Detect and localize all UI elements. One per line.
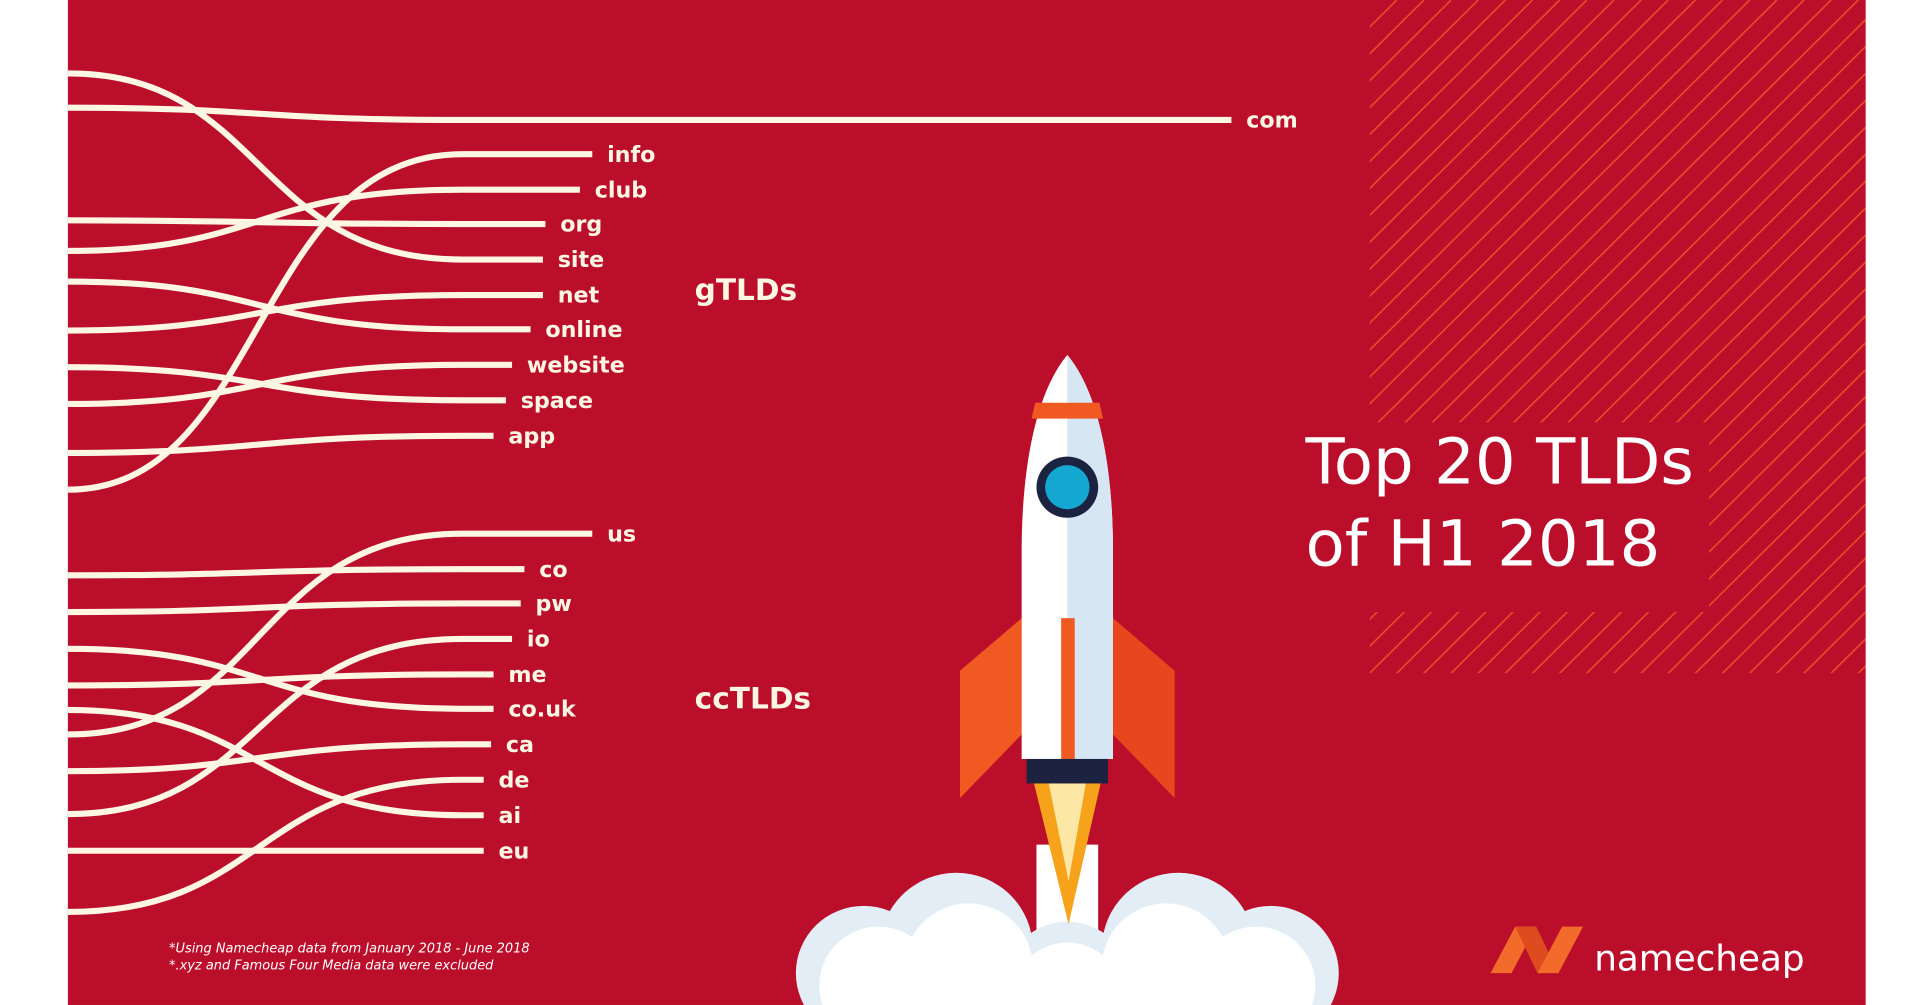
tld-line	[67, 364, 506, 404]
tld-label: net	[558, 283, 600, 309]
stripe	[1551, 0, 1866, 674]
stripe	[1369, 0, 1615, 674]
stripe	[1524, 0, 1866, 674]
stripe	[1605, 0, 1866, 674]
tld-label: info	[607, 142, 655, 168]
stripe	[1369, 0, 1696, 674]
tld-label: co.uk	[508, 697, 577, 723]
tld-line	[67, 645, 494, 712]
stripe	[1905, 0, 1920, 734]
tld-label: io	[527, 627, 550, 653]
tld-label: space	[521, 388, 593, 414]
tld-lines: com info club org site net online website space a…	[67, 70, 1298, 916]
stripe	[1369, 0, 1669, 674]
stripe	[1415, 0, 1866, 674]
tld-label: online	[545, 317, 622, 343]
tld-line	[67, 776, 484, 916]
stripe	[1470, 0, 1866, 674]
tld-line	[67, 530, 593, 738]
group-label: ccTLDs	[695, 682, 811, 716]
panel	[67, 0, 1866, 1005]
tld-line	[67, 635, 513, 818]
stripe	[1369, 0, 1866, 674]
tld-line	[67, 741, 492, 775]
tld-label: app	[508, 424, 555, 450]
stripe	[1369, 0, 1778, 674]
stripe	[1687, 0, 1866, 674]
tld-label: org	[560, 212, 602, 238]
tld-label: us	[607, 521, 636, 547]
group-label: gTLDs	[695, 273, 797, 307]
tld-line	[67, 706, 484, 819]
stripe	[1578, 0, 1866, 674]
tld-label: co	[539, 557, 567, 583]
footnote: *.xyz and Famous Four Media data were ex…	[169, 959, 494, 974]
stripe	[1369, 0, 1588, 674]
stripe	[1443, 0, 1866, 674]
stripe	[1369, 0, 1506, 674]
tld-line	[67, 278, 531, 333]
tld-label: me	[508, 662, 546, 688]
stripe	[1369, 0, 1751, 674]
tld-line	[67, 566, 525, 579]
tld-label: ai	[498, 803, 521, 829]
tld-line	[67, 600, 521, 616]
tld-label: com	[1246, 108, 1298, 134]
stripe	[1369, 0, 1866, 674]
stripe	[1369, 0, 1724, 674]
stripe	[1369, 0, 1859, 674]
stripe	[1388, 0, 1866, 674]
tld-line	[67, 291, 543, 334]
stripe	[1369, 0, 1832, 674]
tld-line	[67, 432, 494, 456]
tld-label: website	[527, 353, 625, 379]
stripe	[1369, 0, 1866, 674]
stripe	[1369, 0, 1866, 674]
stripe	[1369, 0, 1642, 674]
title-line: of H1 2018	[1305, 508, 1660, 582]
stripe	[1369, 0, 1561, 674]
stripe	[1369, 0, 1534, 674]
brand-name: namecheap	[1594, 939, 1804, 980]
title-line: Top 20 TLDs	[1304, 426, 1693, 500]
tld-label: ca	[506, 732, 534, 758]
stripe	[1369, 0, 1866, 674]
tld-line	[67, 70, 543, 263]
stripes	[1369, 0, 1920, 734]
stripe	[1714, 0, 1866, 674]
tld-label: club	[595, 178, 647, 204]
tld-label: eu	[498, 839, 529, 865]
rocket	[795, 354, 1339, 1005]
stripe	[1369, 0, 1866, 674]
tld-label: de	[498, 768, 529, 794]
stripe	[1369, 0, 1805, 674]
tld-label: site	[558, 247, 604, 273]
tld-line	[67, 104, 1232, 124]
stage: com info club org site net online website space a…	[67, 0, 1920, 1005]
tld-line	[67, 186, 580, 255]
stripe	[1369, 0, 1866, 674]
stripe	[1369, 0, 1866, 674]
stripe	[1369, 0, 1866, 674]
tld-line	[67, 217, 546, 228]
brand-logo	[1490, 926, 1584, 974]
stripe	[1497, 0, 1866, 674]
stripe	[1633, 0, 1866, 674]
tld-label: pw	[536, 591, 572, 617]
stripe	[1878, 0, 1920, 734]
stripe	[1660, 0, 1866, 674]
footnote: *Using Namecheap data from January 2018 …	[169, 941, 530, 956]
